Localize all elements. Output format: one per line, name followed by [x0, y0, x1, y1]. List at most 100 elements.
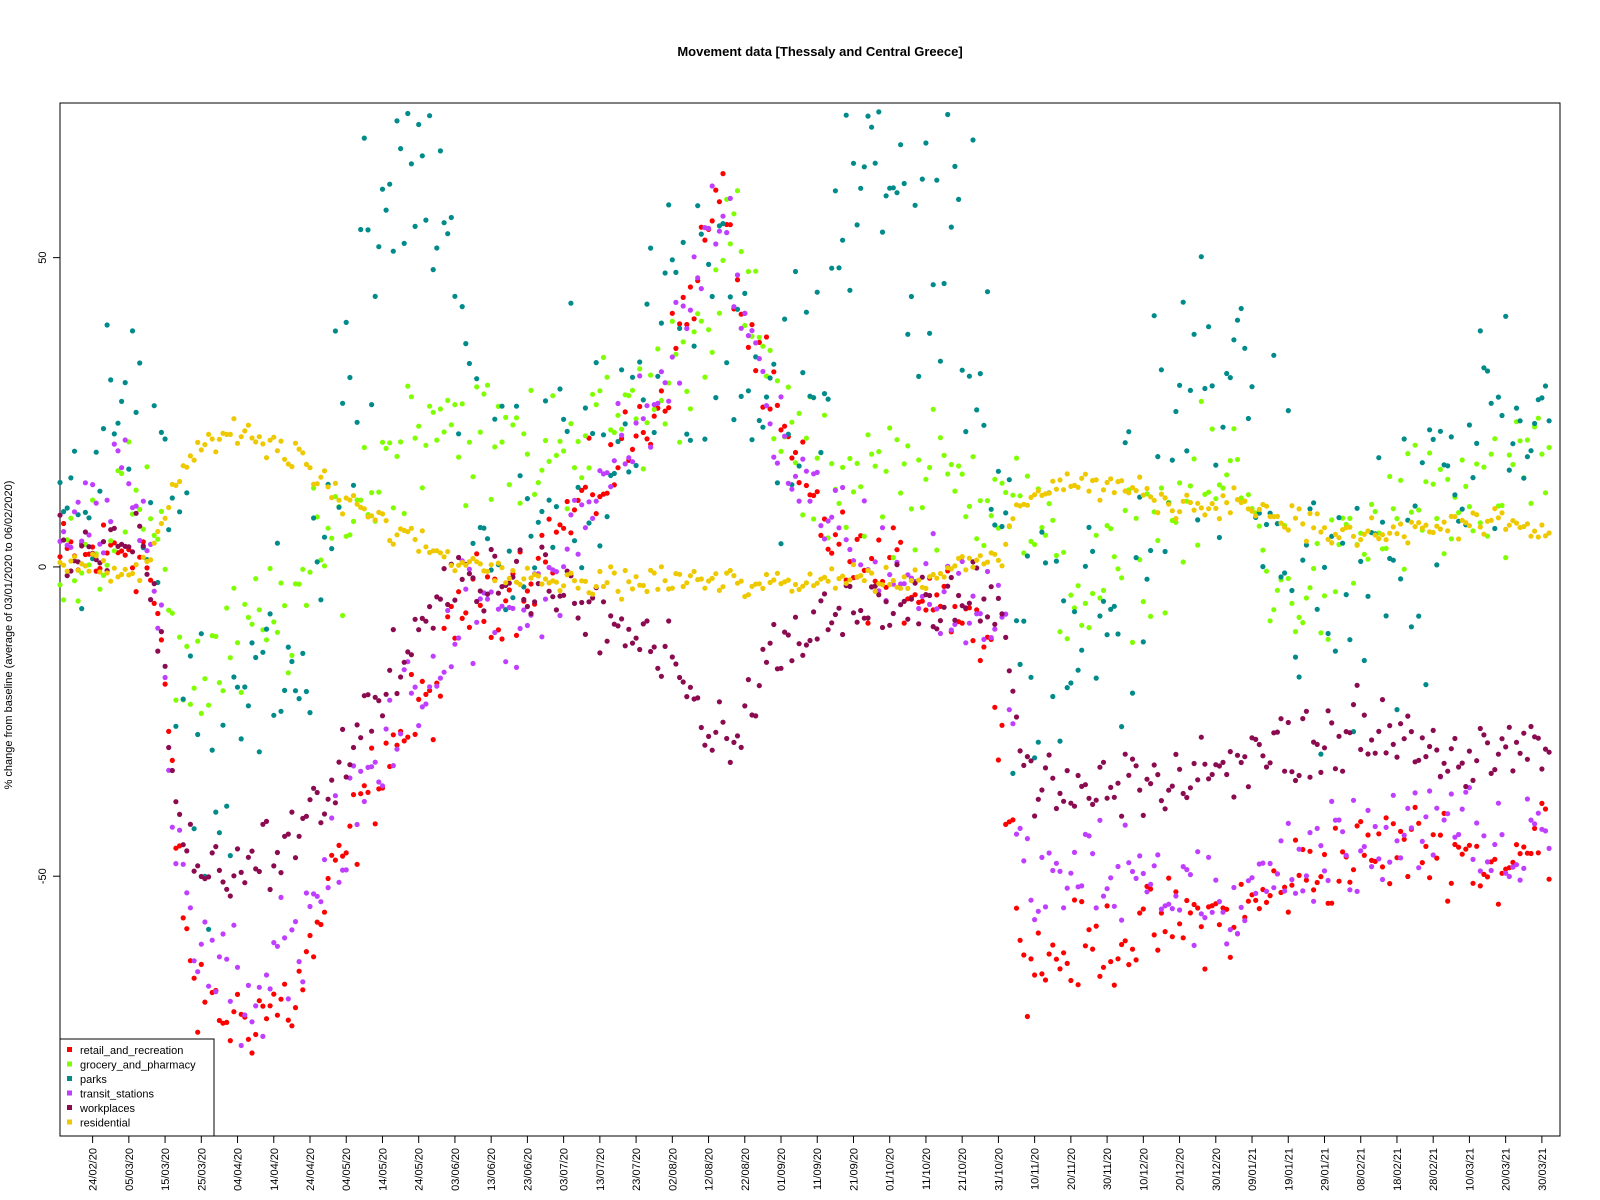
data-point — [1180, 864, 1186, 870]
data-point — [1332, 825, 1338, 831]
data-point — [278, 870, 284, 876]
data-point — [1068, 870, 1074, 876]
data-point — [1448, 434, 1454, 440]
data-point — [296, 968, 302, 974]
data-point — [187, 453, 193, 459]
data-point — [100, 426, 107, 432]
data-point — [854, 222, 860, 228]
data-point — [234, 991, 241, 998]
data-point — [206, 874, 212, 880]
x-tick-label: 04/05/20 — [341, 1148, 353, 1191]
data-point — [1336, 817, 1342, 823]
data-point — [1068, 680, 1074, 686]
data-point — [622, 409, 628, 415]
data-point — [1242, 754, 1248, 760]
data-point — [1187, 910, 1193, 916]
data-point — [738, 248, 744, 255]
data-point — [847, 577, 853, 583]
data-point — [1376, 455, 1382, 461]
data-point — [1521, 865, 1527, 872]
data-point — [1528, 723, 1534, 730]
data-point — [1477, 725, 1483, 732]
data-point — [1510, 461, 1516, 468]
x-tick-label: 21/10/20 — [957, 1148, 969, 1191]
data-point — [521, 431, 527, 437]
data-point — [387, 697, 393, 703]
data-point — [466, 566, 472, 572]
data-point — [1166, 501, 1172, 507]
data-point — [296, 446, 302, 452]
data-point — [811, 395, 817, 401]
data-point — [760, 343, 766, 349]
y-axis-label: % change from baseline (average of 03/01… — [3, 481, 15, 790]
data-point — [495, 627, 501, 633]
data-point — [539, 581, 545, 587]
data-point — [1372, 823, 1378, 830]
data-point — [376, 698, 382, 704]
data-point — [1010, 770, 1016, 777]
data-point — [1216, 922, 1222, 928]
data-point — [93, 449, 99, 455]
data-point — [503, 659, 509, 665]
data-point — [1437, 428, 1443, 434]
data-point — [166, 728, 172, 735]
data-point — [778, 665, 784, 671]
data-point — [782, 423, 788, 429]
x-tick-label: 14/05/20 — [377, 1148, 389, 1191]
data-point — [677, 571, 683, 577]
data-point — [162, 515, 168, 521]
data-point — [995, 557, 1002, 563]
data-point — [517, 625, 523, 632]
data-point — [1129, 690, 1136, 696]
data-point — [988, 584, 994, 590]
data-point — [1017, 493, 1023, 499]
data-point — [441, 625, 447, 632]
data-point — [1010, 817, 1016, 823]
data-point — [1213, 496, 1219, 502]
data-point — [1474, 440, 1480, 446]
data-point — [1061, 798, 1067, 804]
data-point — [466, 624, 472, 631]
data-point — [582, 484, 589, 490]
data-point — [329, 852, 335, 858]
data-point — [267, 1003, 273, 1009]
data-point — [492, 629, 498, 636]
data-point — [1097, 817, 1103, 823]
data-point — [1133, 763, 1139, 769]
data-point — [445, 231, 451, 237]
data-point — [71, 554, 78, 560]
data-point — [930, 406, 936, 412]
data-point — [1079, 883, 1085, 889]
data-point — [974, 536, 980, 542]
data-point — [1177, 907, 1183, 913]
data-point — [1285, 575, 1291, 582]
data-point — [1013, 905, 1020, 911]
data-point — [249, 621, 255, 627]
data-point — [1256, 506, 1262, 512]
data-point — [180, 696, 186, 702]
data-point — [568, 512, 574, 518]
data-point — [1452, 841, 1458, 848]
data-point — [611, 470, 617, 477]
data-point — [144, 548, 150, 554]
data-point — [372, 759, 378, 765]
data-point — [575, 438, 581, 445]
data-point — [1122, 440, 1128, 446]
data-point — [325, 885, 331, 891]
data-point — [1133, 957, 1139, 963]
data-point — [1311, 887, 1317, 893]
data-point — [1427, 875, 1433, 881]
data-point — [981, 596, 987, 602]
data-point — [792, 614, 799, 620]
data-point — [1068, 977, 1074, 984]
data-point — [1216, 482, 1222, 488]
x-tick-label: 14/04/20 — [269, 1148, 281, 1191]
data-point — [1383, 750, 1389, 756]
x-tick-label: 30/11/20 — [1102, 1148, 1114, 1190]
data-point — [1115, 863, 1121, 870]
data-point — [1329, 540, 1335, 546]
data-point — [1169, 934, 1175, 940]
data-point — [332, 800, 338, 806]
data-point — [1086, 625, 1092, 631]
data-point — [1470, 880, 1476, 886]
